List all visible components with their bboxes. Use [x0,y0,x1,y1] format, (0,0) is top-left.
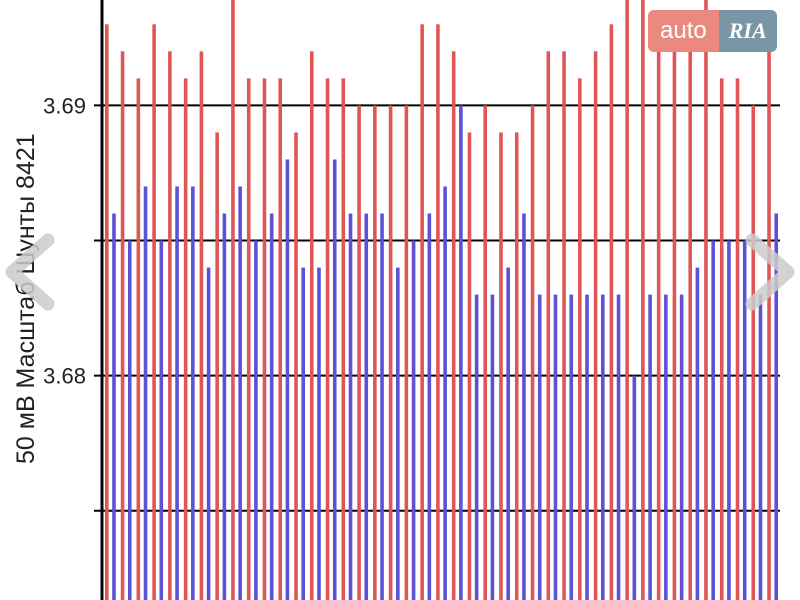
bar-upper-33 [625,0,629,600]
bar-upper-2 [136,78,141,600]
bar-lower-3 [159,240,164,600]
bar-upper-37 [688,24,692,600]
bar-lower-38 [711,240,715,600]
bar-upper-10 [262,78,267,600]
bar-lower-12 [301,267,306,600]
bar-upper-42 [767,24,771,600]
bar-upper-5 [183,78,188,600]
bar-upper-4 [168,51,172,600]
bar-upper-14 [325,78,330,600]
bar-lower-0 [112,213,116,600]
bar-upper-18 [388,105,393,600]
bar-lower-21 [443,186,447,600]
bar-lower-33 [632,375,637,600]
bar-lower-13 [317,267,321,600]
watermark-part1: auto [648,10,719,52]
bar-upper-24 [483,105,488,600]
bar-lower-30 [585,294,589,600]
bar-lower-2 [143,186,148,600]
prev-arrow-button[interactable] [0,232,60,312]
bar-lower-35 [664,294,668,600]
bar-upper-31 [593,51,598,600]
bar-upper-29 [562,51,566,600]
bar-lower-9 [254,240,258,600]
bar-upper-15 [341,78,346,600]
bar-upper-13 [309,51,314,600]
bar-upper-38 [704,0,708,600]
bar-upper-26 [514,132,519,600]
bar-lower-1 [127,240,132,600]
bar-upper-20 [420,24,424,600]
bar-upper-22 [451,51,456,600]
bar-upper-16 [357,105,361,600]
bar-lower-19 [411,240,416,600]
bar-lower-7 [222,213,227,600]
bar-upper-9 [246,78,251,600]
bar-upper-34 [641,0,645,600]
y-tick-label: 3.68 [43,364,86,389]
bar-upper-0 [105,24,109,600]
bar-upper-40 [735,78,740,600]
bar-upper-30 [578,78,582,600]
bar-upper-8 [231,0,235,600]
bar-lower-39 [727,240,731,600]
y-axis: 3.69 3.68 [43,0,104,600]
bar-lower-42 [774,213,779,600]
bar-upper-1 [120,51,125,600]
bar-upper-28 [546,51,551,600]
bar-lower-40 [742,240,747,600]
bar-lower-17 [380,213,384,600]
bar-lower-4 [175,186,179,600]
bar-lower-36 [679,294,684,600]
bar-lower-31 [600,294,605,600]
bar-upper-41 [751,105,756,600]
y-tick-label: 3.69 [43,93,86,118]
bar-upper-23 [467,132,472,600]
bar-upper-17 [373,105,377,600]
bar-lower-32 [616,294,621,600]
bar-upper-25 [499,132,503,600]
bar-lower-26 [522,213,526,600]
bar-upper-19 [404,105,409,600]
bar-upper-11 [278,78,283,600]
bar-lower-41 [758,294,763,600]
bar-upper-3 [152,24,156,600]
watermark-logo: auto RIA [648,10,777,52]
bar-upper-6 [199,51,204,600]
bar-lower-10 [269,213,274,600]
bar-upper-35 [656,51,661,600]
watermark-part2: RIA [718,10,777,52]
bar-lower-6 [206,267,211,600]
chevron-right-icon [745,233,795,311]
bars [105,0,779,600]
bar-lower-15 [348,213,353,600]
bar-lower-23 [474,294,479,600]
bar-upper-36 [672,24,677,600]
bar-upper-27 [530,105,535,600]
bar-lower-34 [648,294,652,600]
bar-lower-24 [490,294,495,600]
chevron-left-icon [5,233,55,311]
bar-upper-32 [609,24,614,600]
bar-lower-22 [459,105,463,600]
bar-lower-16 [364,213,369,600]
bar-lower-11 [285,159,290,600]
bar-lower-27 [537,294,542,600]
bar-lower-28 [553,294,558,600]
bar-lower-18 [396,267,400,600]
bar-upper-12 [294,132,298,600]
bar-lower-20 [427,213,432,600]
bar-lower-25 [506,267,510,600]
bar-lower-37 [695,267,700,600]
bar-upper-21 [436,24,440,600]
bar-lower-5 [191,186,195,600]
bar-lower-29 [569,294,574,600]
bar-lower-8 [238,186,242,600]
bar-lower-14 [332,159,337,600]
next-arrow-button[interactable] [740,232,800,312]
bar-upper-39 [719,78,724,600]
bar-upper-7 [215,132,219,600]
